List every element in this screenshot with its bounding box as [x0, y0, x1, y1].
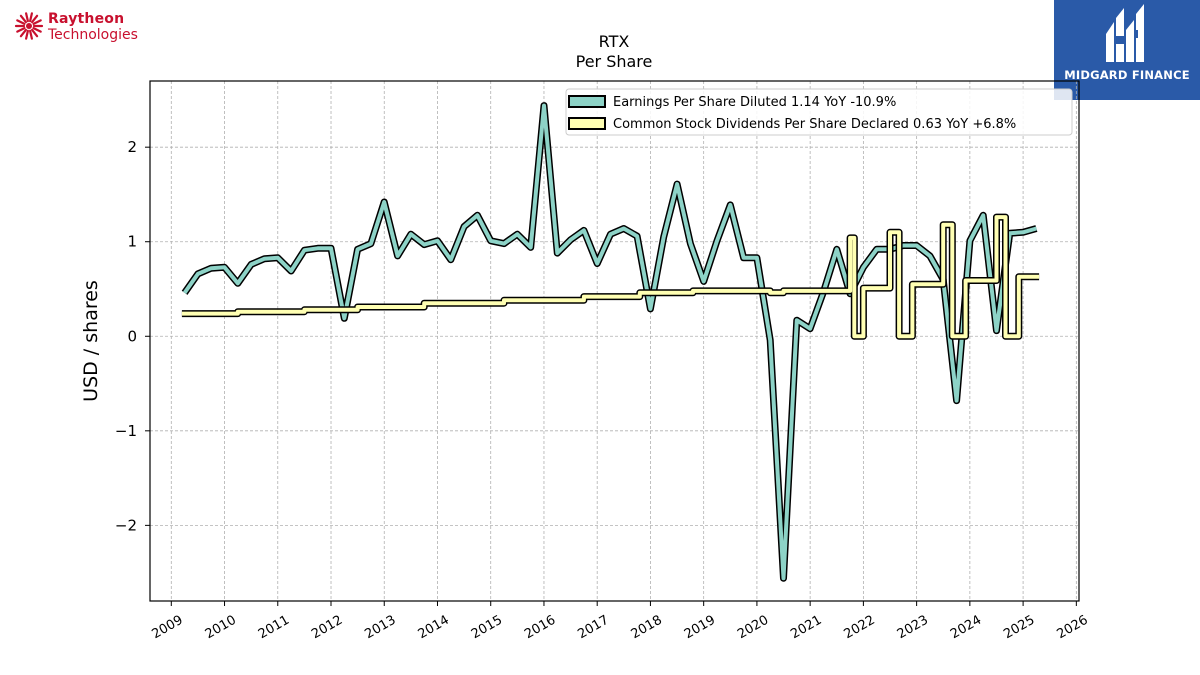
y-tick-label: 1	[127, 233, 137, 251]
midgard-mark-icon	[1106, 4, 1144, 62]
raytheon-logo: Raytheon Technologies	[14, 10, 154, 46]
x-tick-label: 2011	[256, 613, 292, 643]
x-tick-label: 2017	[575, 613, 611, 643]
midgard-finance-logo: MIDGARD FINANCE	[1054, 0, 1200, 100]
chart-series	[181, 102, 1040, 582]
y-tick-label: −1	[115, 422, 137, 440]
x-tick-label: 2021	[788, 613, 824, 643]
chart-title: RTX	[598, 32, 630, 51]
x-tick-label: 2025	[1001, 613, 1037, 643]
x-tick-label: 2022	[842, 613, 878, 643]
x-tick-label: 2023	[895, 613, 931, 643]
eps-series-line-outline	[181, 102, 1038, 582]
raytheon-mark-icon	[14, 12, 44, 40]
y-tick-label: 2	[127, 138, 137, 156]
legend-label: Earnings Per Share Diluted 1.14 YoY -10.…	[613, 95, 896, 110]
x-tick-label: 2019	[682, 613, 718, 643]
chart-grid	[150, 81, 1079, 601]
y-tick-label: −2	[115, 516, 137, 534]
logo-line-2: Technologies	[48, 27, 138, 43]
x-tick-label: 2010	[203, 613, 239, 643]
x-tick-label: 2014	[416, 613, 452, 643]
dividend-series-line	[181, 215, 1040, 339]
y-tick-label: 0	[127, 327, 137, 345]
x-tick-label: 2018	[629, 613, 665, 643]
legend: Earnings Per Share Diluted 1.14 YoY -10.…	[565, 88, 1073, 136]
logo-text: MIDGARD FINANCE	[1064, 68, 1190, 82]
x-tick-label: 2026	[1055, 613, 1091, 643]
chart-subtitle: Per Share	[575, 52, 653, 71]
x-tick-label: 2020	[735, 613, 771, 643]
y-axis: 2 1 0 −1 −2	[115, 138, 150, 534]
x-tick-label: 2009	[149, 613, 185, 643]
x-tick-label: 2012	[309, 613, 345, 643]
x-tick-label: 2013	[362, 613, 398, 643]
plot-frame	[149, 80, 1080, 602]
x-tick-label: 2024	[948, 613, 984, 643]
x-tick-label: 2016	[522, 613, 558, 643]
legend-swatch	[568, 117, 606, 130]
y-axis-label: USD / shares	[80, 280, 102, 402]
legend-box	[565, 88, 1073, 136]
legend-label: Common Stock Dividends Per Share Declare…	[613, 117, 1016, 132]
eps-series-line	[182, 103, 1037, 581]
logo-line-1: Raytheon	[48, 11, 125, 27]
x-tick-label: 2015	[469, 613, 505, 643]
legend-swatch	[568, 95, 606, 108]
x-axis: 2009 2010 2011 2012 2013 2014 2015 2016 2017 2018…	[149, 601, 1091, 643]
